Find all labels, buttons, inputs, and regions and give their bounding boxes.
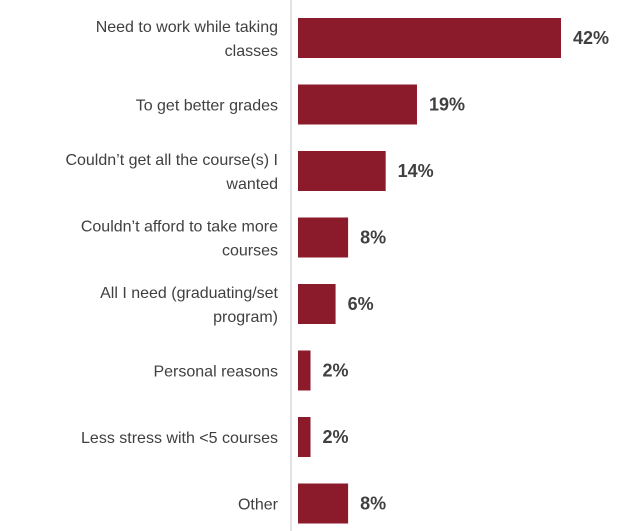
value-label-7: 8% xyxy=(360,494,386,514)
category-label-6: Less stress with <5 courses xyxy=(81,430,278,447)
category-label-5: Personal reasons xyxy=(153,364,278,381)
value-label-1: 19% xyxy=(429,95,465,115)
category-label-3: Couldn’t afford to take more courses xyxy=(81,219,278,260)
category-label-0: Need to work while taking classes xyxy=(96,19,278,60)
bars-layer xyxy=(298,18,561,524)
value-label-0: 42% xyxy=(573,28,609,48)
bar-3 xyxy=(298,217,349,258)
bar-7 xyxy=(298,483,349,524)
bar-6 xyxy=(298,417,311,457)
bar-0 xyxy=(298,18,561,58)
value-label-4: 6% xyxy=(348,294,374,314)
value-label-3: 8% xyxy=(360,228,386,248)
bar-4 xyxy=(298,284,336,324)
category-label-7: Other xyxy=(238,497,279,514)
labels-layer: 42% Need to work while taking classes 19% To… xyxy=(65,19,609,514)
bar-1 xyxy=(298,84,417,125)
value-label-6: 2% xyxy=(323,427,349,447)
value-label-5: 2% xyxy=(323,361,349,381)
bar-2 xyxy=(298,151,386,191)
value-label-2: 14% xyxy=(398,161,434,181)
bar-5 xyxy=(298,350,311,391)
category-label-4: All I need (graduating/set program) xyxy=(100,285,278,326)
category-label-1: To get better grades xyxy=(136,98,278,115)
